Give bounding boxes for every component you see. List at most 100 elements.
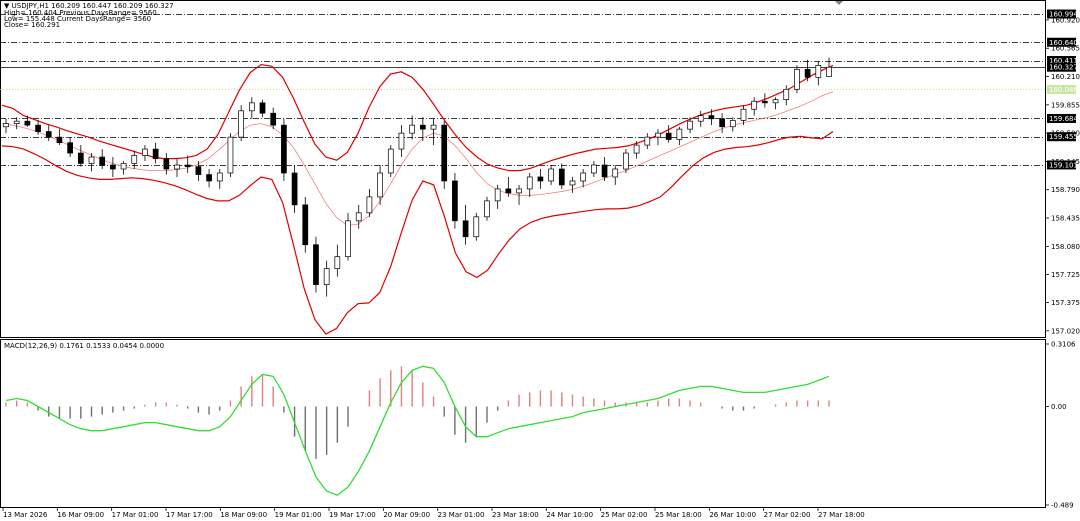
level-label-box	[1047, 160, 1076, 170]
time-tick-label: 16 Mar 09:00	[57, 511, 104, 519]
candle-bull	[655, 132, 661, 138]
price-tick-label: 160.920	[1051, 16, 1080, 24]
candle-bull	[120, 163, 127, 170]
candle-bull	[398, 132, 405, 150]
candle-bull	[772, 99, 779, 104]
candle-bull	[142, 148, 148, 156]
candle-bear	[804, 69, 811, 78]
candle-bull	[238, 110, 244, 138]
candle-bull	[548, 168, 554, 182]
candle-bull	[216, 172, 223, 182]
level-label-box	[1047, 84, 1076, 94]
candle-bull	[591, 164, 597, 174]
macd-tick-label: 0.00	[1051, 403, 1067, 411]
time-tick-label: 23 Mar 18:00	[492, 511, 539, 519]
candle-bull	[409, 124, 416, 134]
candle-bear	[195, 166, 202, 175]
candle-bear	[452, 180, 458, 222]
level-label-box	[1047, 113, 1076, 123]
price-tick-label: 160.565	[1051, 45, 1080, 53]
time-axis: 13 Mar 2026 16 Mar 09:00 17 Mar 01:00 17 Ma…	[2, 507, 865, 519]
level-label-0: 160.994	[1049, 11, 1078, 19]
candle-bear	[601, 164, 608, 178]
macd-signal-line	[5, 365, 830, 496]
candle-bull	[729, 120, 736, 128]
price-tick-label: 157.020	[1051, 327, 1080, 335]
candle-bull	[248, 102, 255, 112]
candle-bull	[580, 172, 587, 182]
candle-bear	[163, 158, 170, 170]
candle-bull	[815, 65, 822, 78]
level-label-box	[1047, 62, 1076, 72]
collapse-arrow-icon[interactable]: ▼	[4, 2, 10, 10]
candle-bull	[687, 120, 693, 130]
macd-pane-border	[0, 339, 1046, 508]
candle-bear	[206, 174, 212, 182]
candle-bull	[612, 168, 619, 178]
level-label-box	[1047, 56, 1076, 66]
level-label-3: 160.327	[1049, 64, 1078, 72]
candle-bear	[708, 115, 715, 120]
candle-bear	[441, 124, 448, 182]
macd-indicator	[5, 365, 830, 496]
info-line-2: Low= 155.448 Current DaysRange= 3560	[4, 15, 152, 23]
bollinger-bands	[1, 63, 834, 335]
candle-bear	[665, 132, 672, 140]
candle-bear	[462, 220, 469, 238]
candle-bull	[494, 188, 501, 202]
time-tick-label: 20 Mar 09:00	[383, 511, 430, 519]
level-lines[interactable]	[0, 14, 1045, 166]
candle-bull	[174, 164, 180, 170]
time-tick-label: 26 Mar 10:00	[709, 511, 756, 519]
candle-bull	[623, 152, 629, 170]
candle-bear	[505, 188, 512, 194]
time-tick-label: 17 Mar 01:00	[112, 511, 159, 519]
candle-bull	[323, 268, 330, 285]
price-tick-label: 159.855	[1051, 101, 1080, 109]
bollinger-lower-line	[1, 131, 834, 335]
candle-bull	[740, 108, 747, 121]
candle-bull	[131, 155, 138, 164]
candle-bear	[313, 244, 319, 285]
price-pane-border	[0, 0, 1046, 338]
level-label-5: 159.684	[1049, 115, 1078, 123]
candle-bull	[366, 196, 373, 214]
candle-bull	[794, 69, 800, 90]
time-tick-label: 19 Mar 01:00	[275, 511, 322, 519]
price-tick-label: 158.080	[1051, 243, 1080, 251]
candle-bear	[558, 168, 565, 186]
price-tick-label: 157.725	[1051, 271, 1080, 279]
info-line-1: High= 160.404 Previous DaysRange= 9560	[4, 9, 157, 17]
bollinger-middle-line	[1, 91, 834, 227]
candle-bear	[184, 164, 191, 167]
candle-bear	[281, 124, 287, 174]
candle-bear	[291, 172, 298, 206]
candle-bull	[473, 216, 480, 238]
price-tick-label: 157.375	[1051, 299, 1080, 307]
info-line-3: Close= 160.291	[4, 21, 61, 29]
candle-bear	[762, 100, 768, 104]
candle-bull	[345, 220, 351, 258]
time-tick-label: 25 Mar 18:00	[655, 511, 702, 519]
candle-bull	[633, 144, 640, 154]
candle-bull	[484, 200, 490, 218]
price-tick-label: 158.790	[1051, 186, 1080, 194]
candle-bear	[537, 176, 544, 182]
macd-tick-label: 0.3106	[1051, 341, 1076, 349]
candle-bull	[377, 172, 383, 198]
time-tick-label: 24 Mar 10:00	[546, 511, 593, 519]
candle-bear	[99, 156, 106, 166]
candle-bear	[152, 148, 159, 159]
candle-bull	[13, 120, 20, 124]
candle-bull	[3, 123, 9, 128]
candle-bull	[783, 88, 790, 101]
chart-shift-marker-icon[interactable]	[835, 1, 843, 5]
level-label-box	[1047, 9, 1076, 19]
level-label-6: 159.455	[1049, 133, 1078, 141]
symbol-title: USDJPY,H1	[11, 2, 49, 10]
time-tick-label: 23 Mar 01:00	[438, 511, 485, 519]
candlesticks	[3, 57, 832, 297]
